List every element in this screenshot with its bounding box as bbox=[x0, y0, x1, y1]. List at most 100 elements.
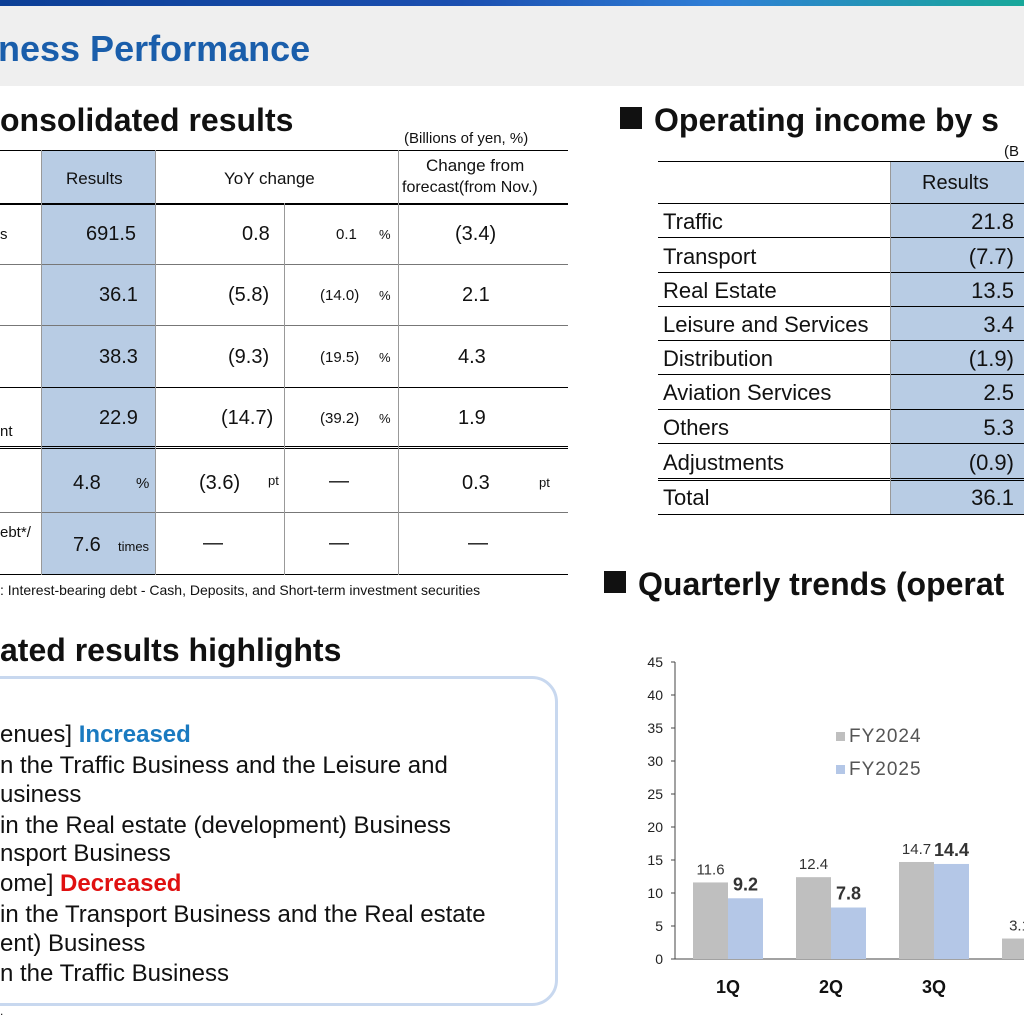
data-label: 14.4 bbox=[934, 840, 969, 860]
segment-value: 13.5 bbox=[971, 278, 1014, 303]
quarterly-heading-text: Quarterly trends (operat bbox=[638, 566, 1005, 602]
row-results-unit: % bbox=[136, 475, 150, 492]
segment-label: Aviation Services bbox=[663, 380, 832, 405]
highlight-tail: . bbox=[0, 1004, 4, 1018]
data-label: 11.6 bbox=[696, 861, 724, 878]
segment-label: Others bbox=[663, 415, 730, 440]
row-results: 7.6 bbox=[73, 534, 101, 556]
highlight-line: in the Transport Business and the Real e… bbox=[0, 901, 486, 928]
data-label: 3.1 bbox=[1009, 918, 1024, 935]
bar-fy2025-1q bbox=[728, 898, 763, 959]
header-forecast-line1: Change from bbox=[426, 156, 525, 175]
row-yoy: (3.6) bbox=[199, 472, 241, 494]
y-tick-label: 30 bbox=[647, 753, 663, 769]
highlight-line: ent) Business bbox=[0, 930, 146, 957]
segment-heading: Operating income by s bbox=[620, 102, 999, 139]
y-tick-label: 10 bbox=[647, 885, 663, 901]
y-tick-label: 25 bbox=[647, 786, 663, 802]
segment-value: 21.8 bbox=[971, 209, 1014, 234]
pct-sign: % bbox=[379, 288, 391, 303]
results-column-highlight bbox=[41, 151, 155, 575]
segment-table: Results Traffic 21.8 Transport (7.7) Rea… bbox=[658, 160, 1024, 516]
status-decreased: Decreased bbox=[60, 870, 182, 897]
bar-fy2024-1q bbox=[693, 882, 728, 959]
title-band bbox=[0, 6, 1024, 86]
top-accent-bar bbox=[0, 0, 1024, 6]
segment-label: Traffic bbox=[663, 209, 723, 234]
consolidated-units: (Billions of yen, %) bbox=[404, 130, 529, 147]
pct-sign: % bbox=[379, 227, 391, 242]
y-tick-label: 40 bbox=[647, 687, 663, 703]
highlight-line: n the Traffic Business bbox=[0, 960, 230, 987]
highlight-line: nsport Business bbox=[0, 840, 171, 867]
row-yoy: (14.7) bbox=[221, 407, 274, 429]
row-forecast: 0.3 bbox=[462, 472, 490, 494]
data-label: 9.2 bbox=[733, 874, 758, 894]
row-yoy-pct: — bbox=[329, 532, 349, 554]
status-increased: Increased bbox=[78, 721, 191, 748]
y-tick-label: 0 bbox=[655, 951, 663, 967]
pct-sign: % bbox=[379, 411, 391, 426]
segment-value: (0.9) bbox=[968, 450, 1014, 475]
row-results: 691.5 bbox=[86, 223, 137, 245]
highlight-line: n the Traffic Business and the Leisure a… bbox=[0, 752, 448, 779]
legend-label: FY2025 bbox=[849, 759, 922, 780]
row-yoy-pct: (39.2) bbox=[320, 410, 360, 427]
segment-label: Transport bbox=[663, 244, 757, 269]
row-yoy: 0.8 bbox=[242, 223, 270, 245]
legend-swatch bbox=[836, 732, 845, 741]
data-label: 12.4 bbox=[799, 856, 828, 873]
y-tick-label: 20 bbox=[647, 819, 663, 835]
bar-fy2024-4q bbox=[1002, 938, 1024, 959]
row-yoy-pct: (14.0) bbox=[320, 287, 360, 304]
data-label: 14.7 bbox=[902, 841, 931, 858]
category-label: 1Q bbox=[716, 977, 740, 997]
consolidated-table: Results YoY change Change from forecast(… bbox=[0, 150, 568, 575]
row-label: s bbox=[0, 226, 8, 243]
square-bullet-icon bbox=[620, 107, 642, 129]
row-yoy: — bbox=[203, 532, 223, 554]
segment-label: Adjustments bbox=[663, 450, 785, 475]
row-label: ebt*/ bbox=[0, 524, 31, 541]
consolidated-footnote: : Interest-bearing debt - Cash, Deposits… bbox=[0, 582, 481, 598]
header-forecast-line2: forecast(from Nov.) bbox=[402, 179, 538, 196]
y-tick-label: 5 bbox=[655, 918, 663, 934]
highlight-income: ome] Decreased bbox=[0, 870, 181, 898]
highlight-line: usiness bbox=[0, 781, 82, 808]
y-tick-label: 15 bbox=[647, 852, 663, 868]
row-forecast: 4.3 bbox=[458, 346, 486, 368]
row-forecast: — bbox=[468, 532, 488, 554]
row-label: nt bbox=[0, 423, 13, 440]
page-title: ness Performance bbox=[0, 28, 311, 69]
segment-label: Leisure and Services bbox=[663, 312, 869, 337]
row-results: 4.8 bbox=[73, 472, 101, 494]
bar-fy2025-2q bbox=[831, 907, 866, 959]
highlight-line: in the Real estate (development) Busines… bbox=[0, 812, 451, 839]
segment-label: Real Estate bbox=[663, 278, 777, 303]
header-yoy: YoY change bbox=[224, 169, 315, 188]
row-forecast: 2.1 bbox=[462, 284, 490, 306]
highlights-heading: ated results highlights bbox=[0, 632, 342, 668]
segment-value: (1.9) bbox=[968, 346, 1014, 371]
segment-value: (7.7) bbox=[968, 244, 1014, 269]
segment-label-total: Total bbox=[663, 485, 710, 510]
quarterly-chart: 0 5 10 15 20 25 30 35 40 45 11.6 9.2 1Q 12.4 7.8 2Q 14.7… bbox=[647, 654, 1024, 997]
segment-units: (B bbox=[1004, 143, 1019, 160]
y-tick-label: 35 bbox=[647, 720, 663, 736]
row-forecast: 1.9 bbox=[458, 407, 486, 429]
bar-fy2025-3q bbox=[934, 863, 969, 959]
segment-header-results: Results bbox=[922, 172, 989, 194]
segment-results-highlight bbox=[890, 162, 1024, 514]
row-yoy: (5.8) bbox=[228, 284, 270, 306]
y-tick-label: 45 bbox=[647, 654, 663, 670]
highlights-box bbox=[0, 676, 558, 1006]
row-yoy-pct: 0.1 bbox=[336, 226, 357, 243]
pct-sign: % bbox=[379, 350, 391, 365]
bar-fy2024-3q bbox=[899, 861, 934, 959]
bar-fy2024-2q bbox=[796, 877, 831, 959]
data-label: 7.8 bbox=[836, 884, 861, 904]
row-forecast: (3.4) bbox=[455, 223, 497, 245]
legend-label: FY2024 bbox=[849, 726, 922, 747]
highlight-prefix: ome] bbox=[0, 870, 61, 897]
row-results: 38.3 bbox=[99, 346, 138, 368]
